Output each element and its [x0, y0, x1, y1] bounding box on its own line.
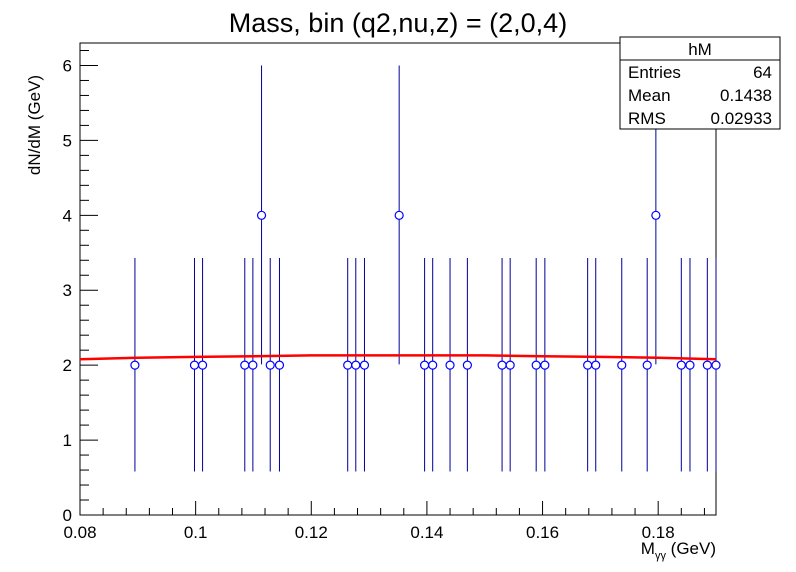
data-point	[583, 360, 593, 370]
data-point	[711, 360, 721, 370]
data-point	[351, 360, 361, 370]
y-tick-label: 5	[63, 131, 72, 150]
y-axis-title: dN/dM (GeV)	[25, 75, 44, 175]
stats-entries-label: Entries	[628, 63, 681, 82]
x-tick-label: 0.14	[410, 523, 443, 542]
x-axis-title-unit: (GeV)	[666, 539, 716, 558]
data-point	[197, 360, 208, 370]
x-tick-label: 0.18	[642, 523, 675, 542]
data-point	[651, 210, 661, 220]
data-point	[617, 360, 627, 370]
stats-box-name: hM	[688, 40, 712, 59]
stats-rms-value: 0.02933	[711, 109, 772, 128]
x-axis-title-subscript: γγ	[655, 550, 667, 562]
data-point	[394, 210, 404, 220]
stats-mean-label: Mean	[628, 86, 671, 105]
x-axis: 0.08 0.1 0.12 0.14 0.16 0.18	[63, 501, 705, 542]
data-point	[685, 360, 695, 370]
fit-curve	[79, 354, 717, 361]
x-tick-label: 0.08	[63, 523, 96, 542]
stats-rms-label: RMS	[628, 109, 666, 128]
data-point	[189, 360, 200, 370]
data-point	[445, 360, 455, 370]
data-point	[248, 360, 258, 370]
data-point	[343, 360, 353, 370]
data-point	[497, 360, 507, 370]
data-point	[702, 360, 712, 370]
data-point	[256, 210, 267, 220]
stats-entries-value: 64	[753, 63, 772, 82]
x-axis-title: Mγγ (GeV)	[641, 539, 716, 562]
x-tick-label: 0.16	[526, 523, 559, 542]
y-tick-label: 3	[63, 281, 72, 300]
y-tick-label: 6	[63, 56, 72, 75]
y-tick-label: 0	[63, 506, 72, 525]
data-point	[531, 360, 541, 370]
chart-title: Mass, bin (q2,nu,z) = (2,0,4)	[229, 8, 567, 38]
data-point	[419, 360, 430, 370]
x-axis-title-main: M	[641, 539, 655, 558]
data-points	[130, 210, 721, 370]
stats-mean-value: 0.1438	[720, 86, 772, 105]
data-point	[676, 360, 686, 370]
data-point	[462, 360, 472, 370]
y-tick-label: 4	[63, 206, 72, 225]
x-tick-label: 0.1	[184, 523, 208, 542]
x-tick-label: 0.12	[295, 523, 328, 542]
data-point	[642, 360, 652, 370]
data-point	[428, 360, 438, 370]
data-point	[274, 360, 285, 370]
data-point	[265, 360, 275, 370]
y-axis: 0 1 2 3 4 5 6	[63, 49, 98, 525]
data-point	[240, 360, 250, 370]
data-point	[130, 360, 140, 370]
data-point	[591, 360, 601, 370]
stats-box: hM Entries 64 Mean 0.1438 RMS 0.02933	[619, 36, 781, 130]
data-point	[505, 360, 515, 370]
y-tick-label: 1	[63, 431, 72, 450]
stats-box-frame	[619, 36, 781, 130]
y-tick-label: 2	[63, 356, 72, 375]
data-point	[359, 360, 370, 370]
data-point	[540, 360, 550, 370]
